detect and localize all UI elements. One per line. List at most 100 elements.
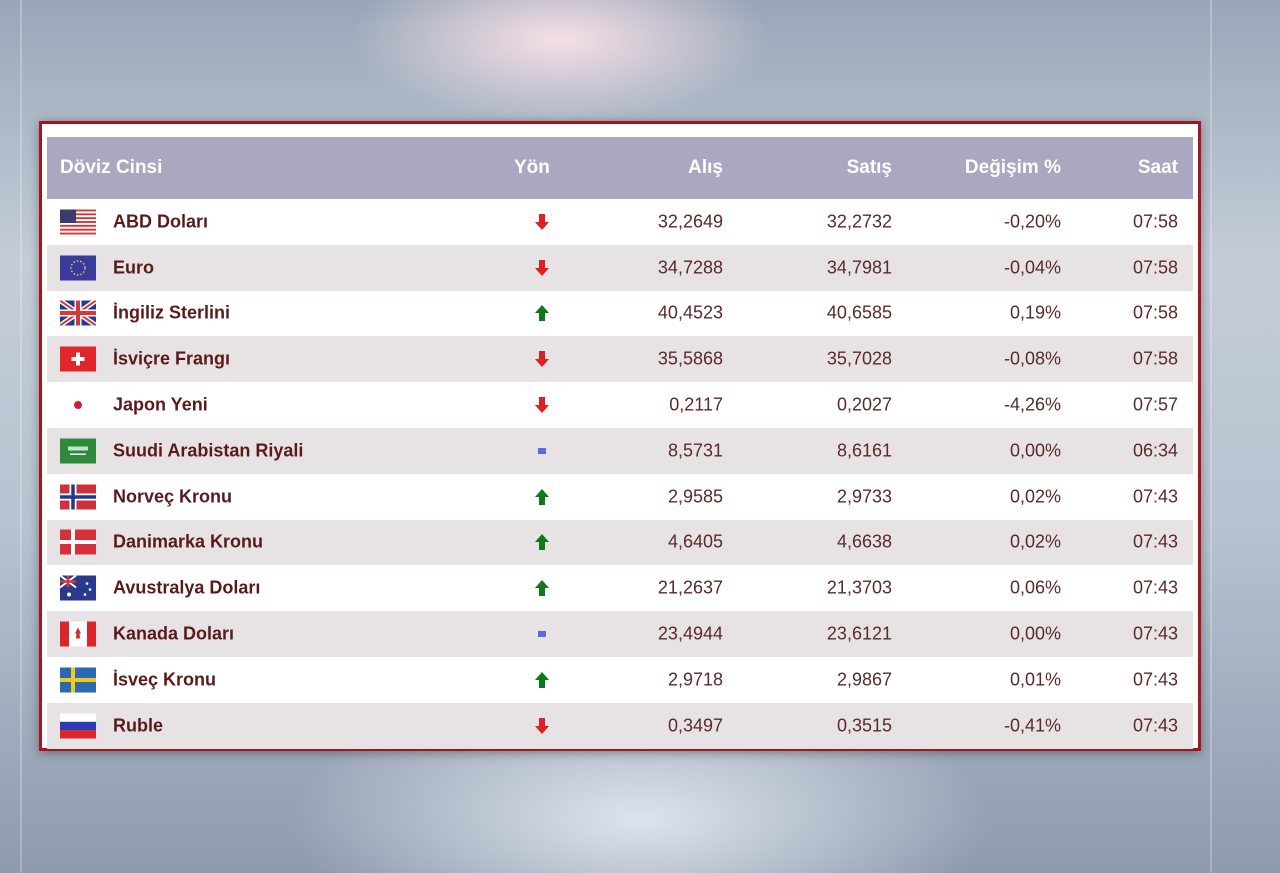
currency-name: ABD Doları: [113, 211, 209, 232]
header-time: Saat: [1137, 157, 1178, 178]
header-buy: Alış: [688, 157, 723, 178]
arrow-up-icon: [534, 671, 550, 689]
arrow-down-icon: [534, 396, 550, 414]
change-percent: 0,06%: [1009, 577, 1061, 598]
currency-table-frame: Döviz Cinsi Yön Alış Satış Değişim % Saa…: [39, 121, 1201, 751]
header-change: Değişim %: [964, 157, 1061, 178]
table-row[interactable]: İngiliz Sterlini 40,4523 40,6585 0,19% 07:58: [47, 290, 1193, 337]
update-time: 07:43: [1132, 531, 1178, 552]
sell-price: 8,6161: [836, 440, 892, 461]
table-row[interactable]: Danimarka Kronu 4,6405 4,6638 0,02% 07:43: [47, 519, 1193, 566]
flag-se-icon: [60, 667, 96, 693]
sell-price: 4,6638: [836, 531, 892, 552]
currency-name: Kanada Doları: [113, 623, 235, 644]
flag-sa-icon: [60, 438, 96, 464]
sell-price: 40,6585: [826, 302, 892, 323]
currency-name: Euro: [113, 257, 155, 278]
update-time: 07:58: [1132, 302, 1178, 323]
sell-price: 34,7981: [826, 257, 892, 278]
background-line: [1210, 0, 1212, 873]
table-row[interactable]: Ruble 0,3497 0,3515 -0,41% 07:43: [47, 702, 1193, 749]
flag-no-icon: [60, 484, 96, 510]
background-line: [20, 0, 22, 873]
table-row[interactable]: Euro 34,7288 34,7981 -0,04% 07:58: [47, 244, 1193, 291]
sell-price: 0,3515: [836, 715, 892, 736]
currency-name: Avustralya Doları: [113, 577, 261, 598]
arrow-down-icon: [534, 717, 550, 735]
sell-price: 35,7028: [826, 348, 892, 369]
square-neutral-icon: [534, 625, 550, 643]
table-header: Döviz Cinsi Yön Alış Satış Değişim % Saa…: [47, 137, 1193, 199]
flag-ru-icon: [60, 713, 96, 739]
currency-table: Döviz Cinsi Yön Alış Satış Değişim % Saa…: [47, 137, 1193, 749]
flag-gb-icon: [60, 300, 96, 326]
arrow-up-icon: [534, 488, 550, 506]
update-time: 07:43: [1132, 486, 1178, 507]
arrow-down-icon: [534, 350, 550, 368]
update-time: 07:57: [1132, 394, 1178, 415]
table-body: ABD Doları 32,2649 32,2732 -0,20% 07:58 Euro 3…: [47, 199, 1193, 749]
square-neutral-icon: [534, 442, 550, 460]
buy-price: 35,5868: [657, 348, 723, 369]
sell-price: 2,9733: [836, 486, 892, 507]
buy-price: 21,2637: [657, 577, 723, 598]
update-time: 07:58: [1132, 211, 1178, 232]
table-row[interactable]: Kanada Doları 23,4944 23,6121 0,00% 07:43: [47, 611, 1193, 657]
flag-ca-icon: [60, 621, 96, 647]
update-time: 07:58: [1132, 348, 1178, 369]
buy-price: 34,7288: [657, 257, 723, 278]
flag-eu-icon: [60, 255, 96, 281]
currency-name: Japon Yeni: [113, 394, 208, 415]
currency-name: Danimarka Kronu: [113, 531, 264, 552]
table-row[interactable]: İsviçre Frangı 35,5868 35,7028 -0,08% 07:58: [47, 336, 1193, 383]
sell-price: 32,2732: [826, 211, 892, 232]
buy-price: 23,4944: [657, 623, 723, 644]
currency-name: Suudi Arabistan Riyali: [113, 440, 304, 461]
buy-price: 2,9585: [667, 486, 723, 507]
currency-name: İsviçre Frangı: [113, 348, 231, 369]
change-percent: 0,00%: [1009, 440, 1061, 461]
update-time: 07:43: [1132, 623, 1178, 644]
currency-name: Norveç Kronu: [113, 486, 233, 507]
update-time: 07:43: [1132, 669, 1178, 690]
buy-price: 8,5731: [667, 440, 723, 461]
buy-price: 32,2649: [657, 211, 723, 232]
currency-name: İngiliz Sterlini: [113, 302, 231, 323]
table-row[interactable]: İsveç Kronu 2,9718 2,9867 0,01% 07:43: [47, 656, 1193, 703]
flag-au-icon: [60, 575, 96, 601]
change-percent: -4,26%: [1003, 394, 1061, 415]
update-time: 06:34: [1132, 440, 1178, 461]
currency-name: İsveç Kronu: [113, 669, 217, 690]
update-time: 07:43: [1132, 577, 1178, 598]
flag-ch-icon: [60, 346, 96, 372]
sell-price: 2,9867: [836, 669, 892, 690]
table-row[interactable]: Norveç Kronu 2,9585 2,9733 0,02% 07:43: [47, 473, 1193, 520]
flag-jp-icon: [60, 392, 96, 418]
arrow-down-icon: [534, 259, 550, 277]
arrow-down-icon: [534, 213, 550, 231]
update-time: 07:58: [1132, 257, 1178, 278]
arrow-up-icon: [534, 304, 550, 322]
change-percent: 0,19%: [1009, 302, 1061, 323]
change-percent: -0,04%: [1003, 257, 1061, 278]
flag-dk-icon: [60, 529, 96, 555]
change-percent: -0,20%: [1003, 211, 1061, 232]
update-time: 07:43: [1132, 715, 1178, 736]
table-row[interactable]: Suudi Arabistan Riyali 8,5731 8,6161 0,00% 0…: [47, 427, 1193, 474]
table-row[interactable]: Japon Yeni 0,2117 0,2027 -4,26% 07:57: [47, 382, 1193, 428]
sell-price: 21,3703: [826, 577, 892, 598]
table-row[interactable]: ABD Doları 32,2649 32,2732 -0,20% 07:58: [47, 199, 1193, 245]
change-percent: 0,02%: [1009, 531, 1061, 552]
header-direction: Yön: [514, 157, 550, 178]
flag-us-icon: [60, 209, 96, 235]
arrow-up-icon: [534, 533, 550, 551]
change-percent: 0,02%: [1009, 486, 1061, 507]
buy-price: 0,3497: [667, 715, 723, 736]
buy-price: 0,2117: [669, 394, 723, 415]
buy-price: 40,4523: [657, 302, 723, 323]
table-row[interactable]: Avustralya Doları 21,2637 21,3703 0,06% 07:4…: [47, 565, 1193, 612]
sell-price: 0,2027: [836, 394, 892, 415]
arrow-up-icon: [534, 579, 550, 597]
change-percent: -0,08%: [1003, 348, 1061, 369]
header-sell: Satış: [846, 157, 892, 178]
